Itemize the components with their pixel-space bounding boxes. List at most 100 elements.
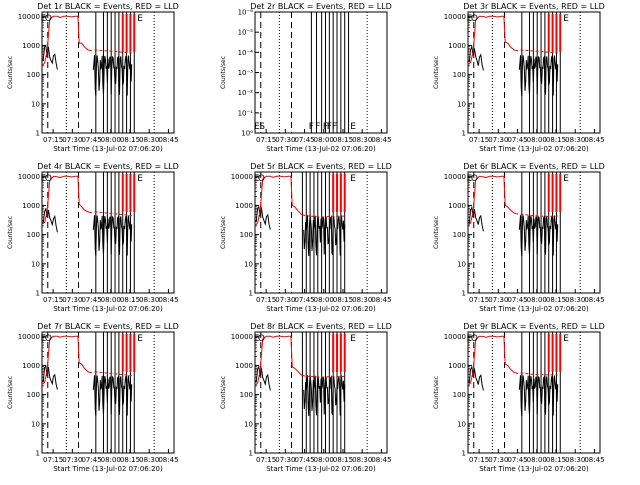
event-marker-label: E bbox=[563, 14, 569, 24]
x-tick-label: 07:15 bbox=[469, 296, 489, 304]
event-marker-label: O bbox=[471, 174, 478, 184]
x-tick-label: 08:45 bbox=[584, 296, 604, 304]
lld-series bbox=[467, 175, 519, 226]
y-tick-label: 10 bbox=[31, 260, 40, 268]
x-tick-label: 08:15 bbox=[120, 136, 140, 144]
lld-series bbox=[467, 335, 519, 386]
event-marker-label: F bbox=[323, 122, 328, 132]
lld-tail-series bbox=[520, 213, 558, 217]
x-tick-label: 08:30 bbox=[139, 296, 159, 304]
x-tick-label: 08:15 bbox=[333, 136, 353, 144]
y-tick-label: 1000 bbox=[448, 362, 466, 370]
y-tick-label: 10⁻³ bbox=[238, 69, 254, 77]
x-tick-label: 08:45 bbox=[158, 456, 178, 464]
chart-title: Det 2r BLACK = Events, RED = LLD bbox=[250, 2, 392, 11]
chart-title: Det 3r BLACK = Events, RED = LLD bbox=[463, 2, 605, 11]
y-tick-label: 1000 bbox=[235, 202, 253, 210]
events-burst-series bbox=[518, 55, 559, 97]
x-tick-label: 08:30 bbox=[565, 456, 585, 464]
lld-tail-series bbox=[94, 49, 132, 54]
y-tick-label: 10000 bbox=[444, 13, 466, 21]
y-tick-label: 10 bbox=[457, 420, 466, 428]
y-axis-label: Counts/sec bbox=[7, 376, 14, 409]
x-axis-label: Start Time (13-Jul-02 07:06:20) bbox=[266, 305, 376, 313]
y-tick-label: 100 bbox=[453, 391, 466, 399]
y-tick-label: 10000 bbox=[231, 173, 253, 181]
x-tick-label: 07:30 bbox=[488, 456, 508, 464]
event-marker-label: E bbox=[466, 334, 472, 344]
y-tick-label: 1 bbox=[249, 290, 253, 298]
events-series bbox=[41, 44, 58, 70]
events-series bbox=[467, 205, 484, 232]
y-tick-label: 10⁰ bbox=[241, 130, 253, 138]
chart-title: Det 9r BLACK = Events, RED = LLD bbox=[463, 322, 605, 331]
x-tick-label: 08:00 bbox=[101, 296, 121, 304]
x-tick-label: 08:30 bbox=[139, 456, 159, 464]
y-axis-label: Counts/sec bbox=[220, 56, 227, 89]
x-tick-label: 07:30 bbox=[275, 136, 295, 144]
y-axis-label: Counts/sec bbox=[7, 56, 14, 89]
x-tick-label: 07:45 bbox=[81, 456, 101, 464]
lld-tail-series bbox=[306, 375, 345, 378]
x-tick-label: 08:30 bbox=[352, 296, 372, 304]
x-tick-label: 08:45 bbox=[584, 136, 604, 144]
y-tick-label: 100 bbox=[240, 231, 253, 239]
events-burst-series bbox=[518, 215, 559, 257]
y-tick-label: 10 bbox=[457, 260, 466, 268]
events-series bbox=[41, 208, 58, 233]
x-tick-label: 08:00 bbox=[527, 456, 547, 464]
plot-frame bbox=[467, 331, 601, 454]
chart-panel-3: Det 3r BLACK = Events, RED = LLD 1 10 100 10… bbox=[433, 2, 605, 153]
x-tick-label: 08:30 bbox=[565, 136, 585, 144]
y-tick-label: 1 bbox=[462, 130, 466, 138]
x-tick-label: 08:15 bbox=[546, 456, 566, 464]
x-tick-label: 07:45 bbox=[507, 296, 527, 304]
y-tick-label: 10000 bbox=[231, 333, 253, 341]
lld-series bbox=[41, 335, 93, 385]
y-tick-label: 10⁻⁶ bbox=[238, 9, 254, 17]
y-tick-label: 100 bbox=[453, 231, 466, 239]
x-axis-label: Start Time (13-Jul-02 07:06:20) bbox=[53, 305, 163, 313]
chart-panel-4: Det 4r BLACK = Events, RED = LLD 1 10 100 10… bbox=[7, 162, 179, 313]
event-marker-label: E bbox=[350, 174, 356, 184]
x-axis-label: Start Time (13-Jul-02 07:06:20) bbox=[266, 465, 376, 473]
y-axis-label: Counts/sec bbox=[220, 376, 227, 409]
events-burst-series bbox=[303, 215, 346, 257]
x-tick-label: 07:15 bbox=[43, 456, 63, 464]
chart-title: Det 5r BLACK = Events, RED = LLD bbox=[250, 162, 392, 171]
lld-series bbox=[41, 175, 93, 225]
event-marker-label: E bbox=[40, 174, 46, 184]
x-tick-label: 07:45 bbox=[81, 296, 101, 304]
y-tick-label: 1 bbox=[36, 130, 40, 138]
x-tick-label: 08:45 bbox=[158, 296, 178, 304]
y-tick-label: 10⁻⁴ bbox=[238, 49, 254, 57]
y-tick-label: 10 bbox=[244, 420, 253, 428]
x-tick-label: 07:45 bbox=[294, 136, 314, 144]
y-tick-label: 100 bbox=[27, 231, 40, 239]
y-axis-label: Counts/sec bbox=[7, 216, 14, 249]
x-tick-label: 07:15 bbox=[256, 296, 276, 304]
event-marker-label: S bbox=[259, 122, 265, 132]
x-tick-label: 07:45 bbox=[507, 456, 527, 464]
event-marker-label: E bbox=[137, 14, 143, 24]
event-marker-label: E bbox=[254, 122, 260, 132]
event-marker-label: E bbox=[466, 14, 472, 24]
x-tick-label: 08:15 bbox=[546, 296, 566, 304]
event-marker-label: E bbox=[253, 334, 259, 344]
x-tick-label: 08:45 bbox=[158, 136, 178, 144]
event-marker-label: F bbox=[332, 122, 337, 132]
x-tick-label: 08:00 bbox=[527, 296, 547, 304]
y-tick-label: 10 bbox=[31, 100, 40, 108]
events-series bbox=[254, 365, 271, 391]
lld-tail-series bbox=[94, 371, 132, 377]
x-tick-label: 07:15 bbox=[256, 136, 276, 144]
event-marker-label: O bbox=[45, 334, 52, 344]
event-marker-label: E bbox=[253, 174, 259, 184]
x-tick-label: 07:15 bbox=[469, 136, 489, 144]
y-tick-label: 1 bbox=[249, 450, 253, 458]
y-tick-label: 10 bbox=[244, 260, 253, 268]
y-axis-label: Counts/sec bbox=[433, 376, 440, 409]
event-marker-label: E bbox=[350, 334, 356, 344]
plot-frame bbox=[41, 331, 175, 454]
chart-panel-5: Det 5r BLACK = Events, RED = LLD 1 10 100 10… bbox=[220, 162, 392, 313]
